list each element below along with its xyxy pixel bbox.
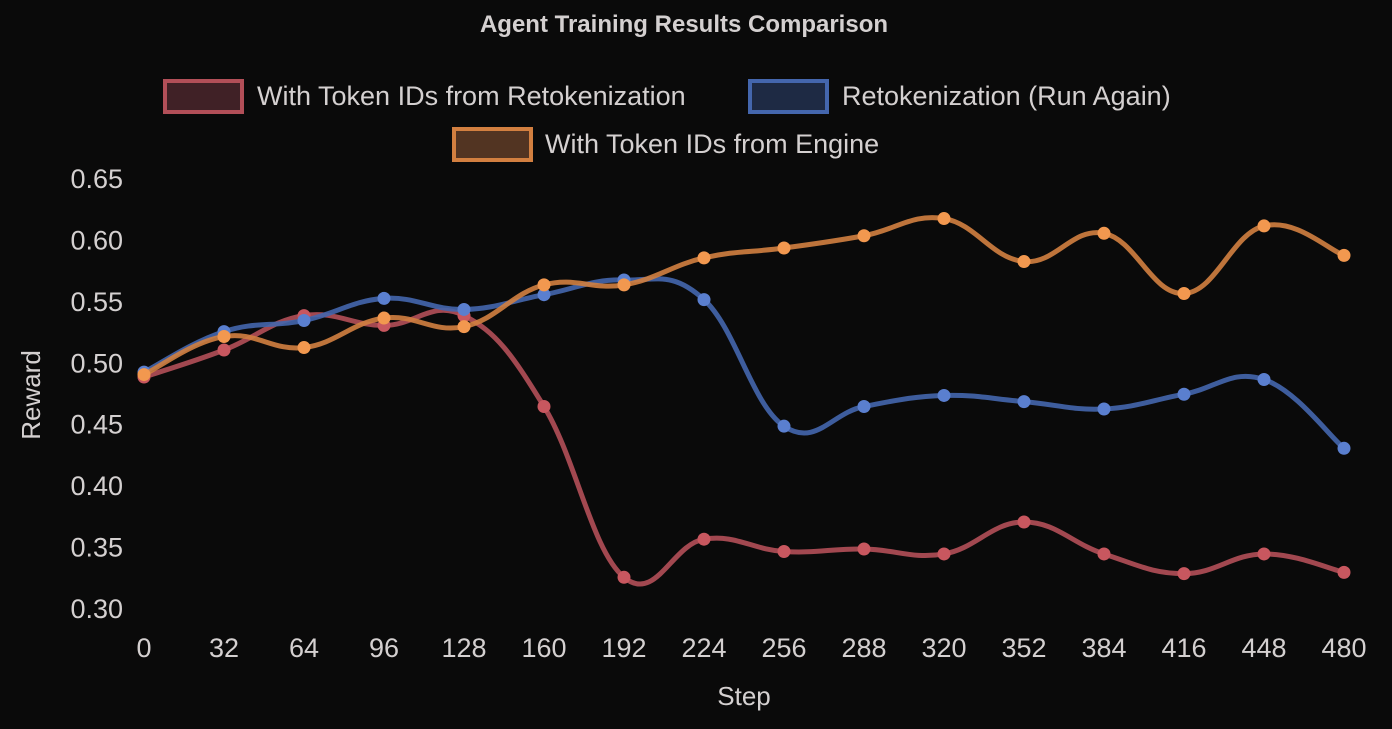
data-point[interactable] [217, 343, 231, 357]
x-tick-label: 288 [841, 633, 886, 663]
data-point[interactable] [777, 241, 791, 255]
data-point[interactable] [1337, 441, 1351, 455]
data-point[interactable] [137, 368, 151, 382]
data-point[interactable] [1017, 255, 1031, 269]
y-tick-label: 0.50 [70, 348, 123, 378]
legend-item-run-again[interactable]: Retokenization (Run Again) [748, 79, 1171, 114]
data-point[interactable] [1097, 402, 1111, 416]
data-point[interactable] [857, 400, 871, 414]
data-point[interactable] [937, 547, 951, 561]
x-tick-label: 256 [761, 633, 806, 663]
data-point[interactable] [1177, 567, 1191, 581]
y-axis-ticks: 0.30 0.35 0.40 0.45 0.50 0.55 0.60 0.65 [70, 164, 123, 624]
data-point[interactable] [217, 329, 231, 343]
data-point[interactable] [937, 212, 951, 226]
data-point[interactable] [537, 278, 551, 292]
x-tick-label: 128 [441, 633, 486, 663]
x-tick-label: 480 [1321, 633, 1366, 663]
legend-swatch-run-again [748, 79, 829, 114]
series-line [142, 215, 1346, 377]
legend-label: With Token IDs from Engine [545, 129, 879, 159]
x-tick-label: 192 [601, 633, 646, 663]
data-point[interactable] [1097, 547, 1111, 561]
data-point[interactable] [857, 542, 871, 556]
x-tick-label: 416 [1161, 633, 1206, 663]
series-2 [137, 212, 1351, 382]
data-point[interactable] [537, 288, 551, 302]
chart-title: Agent Training Results Comparison [480, 11, 888, 38]
data-point[interactable] [1337, 565, 1351, 579]
data-point[interactable] [937, 388, 951, 402]
y-tick-label: 0.60 [70, 225, 123, 255]
series-group [137, 212, 1351, 587]
data-point[interactable] [777, 544, 791, 558]
x-tick-label: 160 [521, 633, 566, 663]
data-point[interactable] [777, 419, 791, 433]
data-point[interactable] [457, 320, 471, 334]
x-axis-ticks: 0 32 64 96 128 160 192 224 256 288 320 352 384 416 448… [136, 633, 1366, 663]
data-point[interactable] [617, 570, 631, 584]
x-tick-label: 64 [289, 633, 319, 663]
legend-label: Retokenization (Run Again) [842, 81, 1171, 111]
x-tick-label: 96 [369, 633, 399, 663]
data-point[interactable] [857, 229, 871, 243]
x-axis-label: Step [717, 681, 771, 711]
data-point[interactable] [1257, 219, 1271, 233]
data-point[interactable] [1017, 395, 1031, 409]
data-point[interactable] [1257, 372, 1271, 386]
y-tick-label: 0.35 [70, 533, 123, 563]
series-line [143, 307, 1345, 587]
y-tick-label: 0.40 [70, 471, 123, 501]
x-tick-label: 32 [209, 633, 239, 663]
y-tick-label: 0.55 [70, 287, 123, 317]
data-point[interactable] [297, 314, 311, 328]
x-tick-label: 352 [1001, 633, 1046, 663]
data-point[interactable] [537, 400, 551, 414]
legend-label: With Token IDs from Retokenization [257, 81, 686, 111]
data-point[interactable] [457, 302, 471, 316]
data-point[interactable] [617, 278, 631, 292]
y-tick-label: 0.30 [70, 594, 123, 624]
legend: With Token IDs from Retokenization Retok… [163, 79, 1171, 162]
data-point[interactable] [1337, 248, 1351, 262]
x-tick-label: 448 [1241, 633, 1286, 663]
data-point[interactable] [377, 291, 391, 305]
legend-swatch-engine [452, 127, 533, 162]
data-point[interactable] [297, 341, 311, 355]
data-point[interactable] [1017, 515, 1031, 529]
data-point[interactable] [697, 293, 711, 307]
legend-item-engine[interactable]: With Token IDs from Engine [452, 127, 879, 162]
series-1 [137, 273, 1351, 455]
legend-item-retokenization[interactable]: With Token IDs from Retokenization [163, 79, 686, 114]
data-point[interactable] [697, 532, 711, 546]
data-point[interactable] [377, 311, 391, 325]
series-0 [137, 307, 1351, 587]
y-tick-label: 0.65 [70, 164, 123, 194]
y-axis-label: Reward [16, 350, 46, 440]
legend-swatch-retokenization [163, 79, 244, 114]
x-tick-label: 384 [1081, 633, 1126, 663]
x-tick-label: 224 [681, 633, 726, 663]
data-point[interactable] [697, 251, 711, 265]
series-line [142, 276, 1346, 451]
x-tick-label: 320 [921, 633, 966, 663]
data-point[interactable] [1257, 547, 1271, 561]
x-tick-label: 0 [136, 633, 151, 663]
data-point[interactable] [1097, 226, 1111, 240]
y-tick-label: 0.45 [70, 410, 123, 440]
data-point[interactable] [1177, 387, 1191, 401]
data-point[interactable] [1177, 286, 1191, 300]
